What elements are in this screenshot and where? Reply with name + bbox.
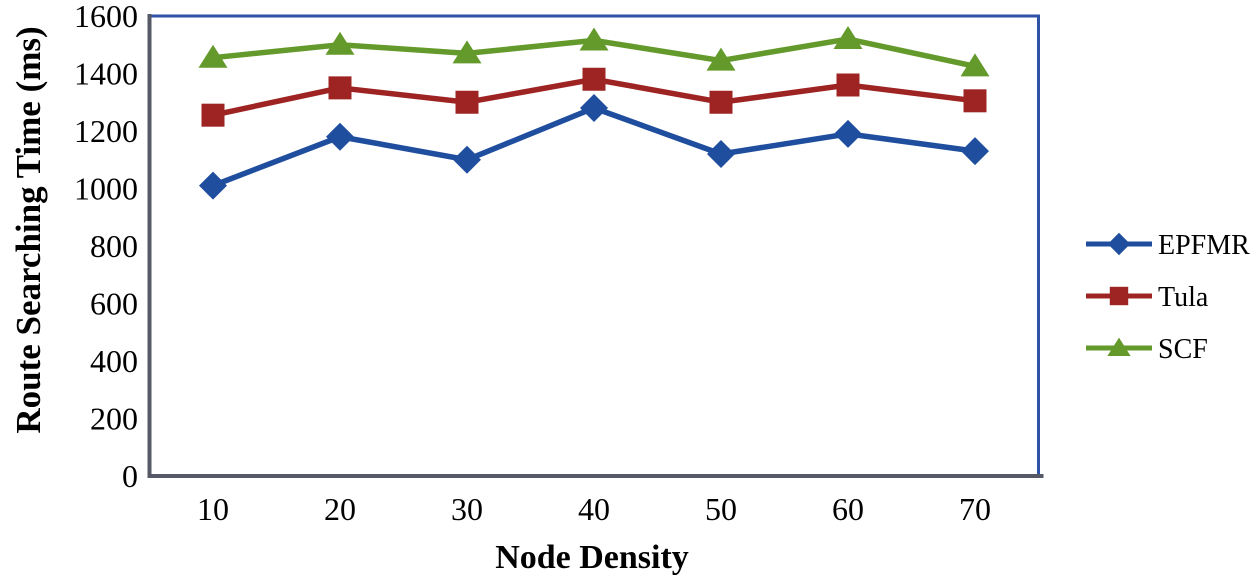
legend-label-scf: SCF — [1158, 334, 1208, 365]
y-tick-label: 1600 — [74, 0, 138, 34]
y-tick-label: 200 — [90, 401, 138, 437]
x-axis-title: Node Density — [495, 539, 689, 576]
series-marker-tula — [328, 76, 352, 100]
series-marker-scf — [325, 31, 355, 55]
x-tick-label: 30 — [451, 491, 483, 527]
series-marker-epfmr — [580, 94, 608, 122]
x-tick-label: 10 — [197, 491, 229, 527]
y-tick-label: 800 — [90, 228, 138, 264]
legend-marker-epfmr — [1107, 232, 1131, 256]
legend-label-epfmr: EPFMR — [1158, 230, 1250, 261]
y-axis-title: Route Searching Time (ms) — [9, 26, 48, 433]
y-tick-label: 600 — [90, 286, 138, 322]
y-tick-label: 1400 — [74, 56, 138, 92]
legend-label-tula: Tula — [1158, 282, 1209, 313]
series-marker-epfmr — [326, 122, 354, 151]
series-marker-epfmr — [199, 171, 227, 200]
series-marker-epfmr — [961, 137, 989, 166]
series-marker-tula — [963, 89, 987, 113]
y-tick-label: 1000 — [74, 171, 138, 207]
y-tick-label: 0 — [122, 458, 138, 494]
series-marker-scf — [706, 47, 736, 71]
series-marker-epfmr — [453, 145, 481, 174]
series-marker-tula — [201, 103, 225, 127]
legend-marker-scf — [1107, 337, 1131, 356]
y-tick-label: 400 — [90, 343, 138, 379]
series-marker-scf — [579, 27, 609, 51]
series-marker-tula — [836, 73, 860, 97]
series-marker-scf — [198, 44, 228, 68]
series-marker-scf — [960, 53, 990, 77]
series-marker-epfmr — [834, 119, 862, 148]
series-marker-tula — [582, 67, 606, 91]
x-tick-label: 60 — [832, 491, 864, 527]
y-tick-label: 1200 — [74, 113, 138, 149]
series-marker-tula — [709, 90, 733, 114]
x-tick-label: 70 — [959, 491, 991, 527]
x-tick-label: 40 — [578, 491, 610, 527]
series-marker-scf — [452, 40, 482, 64]
series-marker-scf — [833, 26, 863, 49]
series-marker-tula — [455, 90, 479, 114]
x-tick-label: 20 — [324, 491, 356, 527]
legend-marker-tula — [1109, 286, 1129, 306]
series-marker-epfmr — [707, 140, 735, 168]
x-tick-label: 50 — [705, 491, 737, 527]
